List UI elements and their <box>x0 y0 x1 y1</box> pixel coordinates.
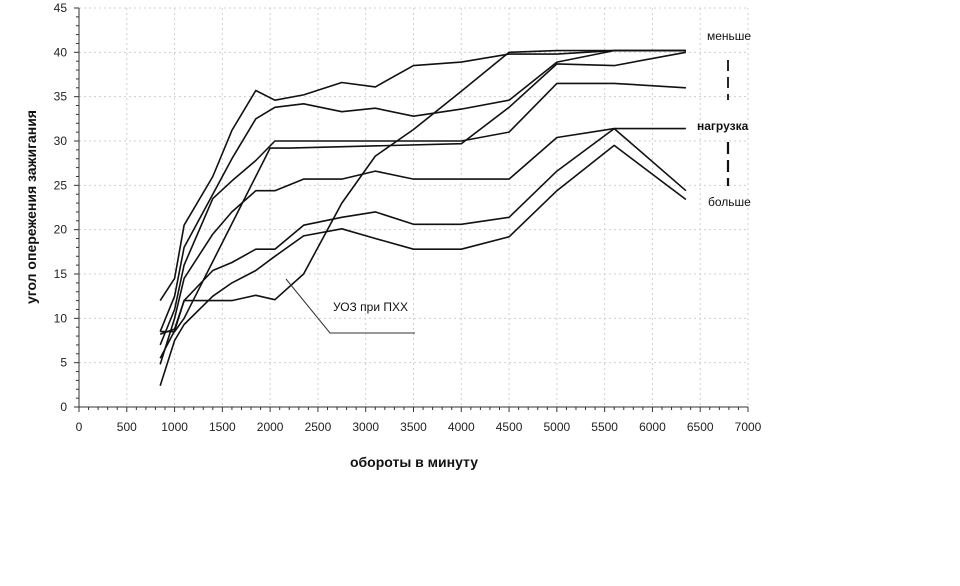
x-tick-label: 500 <box>117 420 137 434</box>
axes <box>74 7 749 412</box>
y-tick-label: 20 <box>54 223 68 237</box>
x-tick-label: 5500 <box>591 420 618 434</box>
y-tick-label: 15 <box>54 267 68 281</box>
y-tick-label: 35 <box>54 90 68 104</box>
x-tick-label: 0 <box>76 420 83 434</box>
series-curve-5 <box>159 127 687 336</box>
series-lines <box>159 49 687 386</box>
label-less: меньше <box>707 29 751 43</box>
x-tick-label: 2500 <box>305 420 332 434</box>
y-tick-label: 0 <box>60 400 67 414</box>
x-tick-label: 1000 <box>161 420 188 434</box>
y-tick-label: 10 <box>54 311 68 325</box>
series-curve-1 <box>159 49 686 302</box>
y-axis-ticks: 0 5 10 15 20 25 30 35 40 45 <box>54 1 68 414</box>
x-tick-label: 4500 <box>496 420 523 434</box>
x-tick-label: 2000 <box>257 420 284 434</box>
y-tick-label: 40 <box>54 45 68 59</box>
series-curve-7 <box>159 49 686 359</box>
series-curve-8 <box>160 51 687 333</box>
x-tick-label: 3000 <box>352 420 379 434</box>
x-tick-label: 1500 <box>209 420 236 434</box>
series-curve-3 <box>159 82 686 346</box>
y-tick-label: 5 <box>60 356 67 370</box>
x-tick-label: 6000 <box>639 420 666 434</box>
y-tick-label: 30 <box>54 134 68 148</box>
y-tick-label: 45 <box>54 1 68 15</box>
x-tick-label: 5000 <box>544 420 571 434</box>
series-curve-4 <box>159 127 686 365</box>
x-axis-ticks: 0 500 1000 1500 2000 2500 3000 3500 4000 4500 5000… <box>76 420 762 434</box>
y-axis-title: угол опережения зажигания <box>23 110 39 304</box>
x-tick-label: 7000 <box>735 420 762 434</box>
grid-lines <box>79 7 749 407</box>
x-tick-label: 3500 <box>400 420 427 434</box>
x-axis-title: обороты в минуту <box>350 454 478 470</box>
label-more: больше <box>708 195 751 209</box>
label-load: нагрузка <box>697 119 749 133</box>
x-tick-label: 4000 <box>448 420 475 434</box>
x-tick-label: 6500 <box>687 420 714 434</box>
series-curve-2 <box>159 49 686 332</box>
y-tick-label: 25 <box>54 178 68 192</box>
series-curve-6 <box>159 144 687 386</box>
pxx-leader <box>285 278 415 334</box>
pxx-label: УОЗ при ПХХ <box>333 300 408 314</box>
